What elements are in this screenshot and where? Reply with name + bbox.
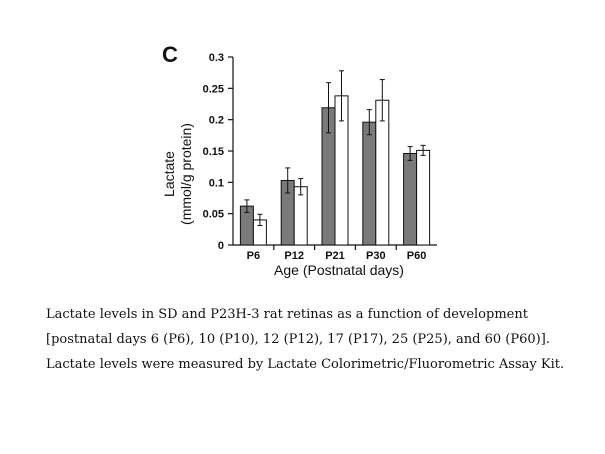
y-axis-label: Lactate (mmol/g protein) bbox=[161, 123, 194, 225]
y-tick-label: 0.15 bbox=[203, 146, 224, 158]
y-axis-label-line2: (mmol/g protein) bbox=[178, 123, 194, 225]
y-tick-label: 0.1 bbox=[209, 177, 224, 189]
figure-caption: Lactate levels in SD and P23H-3 rat reti… bbox=[46, 307, 565, 372]
x-tick-label: P12 bbox=[284, 250, 304, 262]
bar bbox=[416, 149, 431, 246]
x-tick-label: P60 bbox=[407, 250, 427, 262]
lactate-bar-chart: C Lactate (mmol/g protein) Age (Postnata… bbox=[161, 42, 437, 278]
y-tick-label: 0.3 bbox=[209, 52, 224, 64]
x-tick-label: P30 bbox=[366, 250, 386, 262]
bar bbox=[362, 121, 377, 246]
bar bbox=[375, 99, 390, 246]
y-tick-label: 0.2 bbox=[209, 115, 224, 127]
panel-label: C bbox=[162, 42, 178, 67]
y-tick-label: 0 bbox=[218, 240, 224, 252]
x-tick-label: P6 bbox=[247, 250, 260, 262]
plot-area: 0 0.05 0.1 0.15 0.2 0.25 0.3 P6 P12 P21 P30 P60 bbox=[203, 52, 437, 262]
x-tick-label: P21 bbox=[325, 250, 345, 262]
x-axis-label: Age (Postnatal days) bbox=[274, 262, 404, 278]
bar bbox=[293, 186, 308, 246]
y-axis-label-line1: Lactate bbox=[161, 151, 177, 197]
bar bbox=[403, 153, 418, 246]
y-tick-label: 0.05 bbox=[203, 209, 224, 221]
y-tick-label: 0.25 bbox=[203, 83, 224, 95]
